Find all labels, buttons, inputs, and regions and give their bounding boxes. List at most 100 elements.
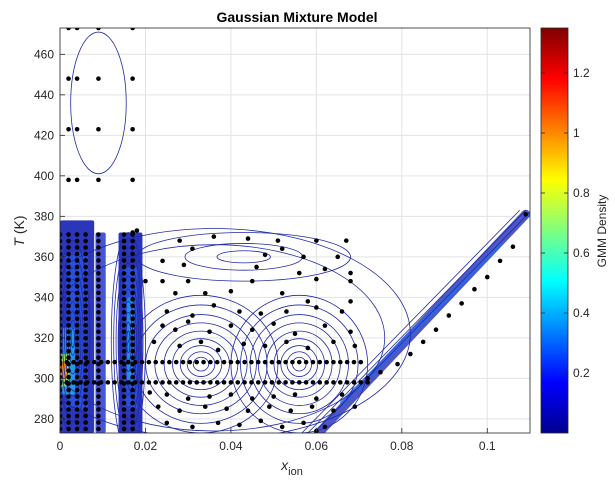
data-point xyxy=(83,297,88,302)
data-point xyxy=(66,348,71,354)
data-point xyxy=(262,343,268,349)
data-point xyxy=(74,297,80,302)
data-point xyxy=(146,380,152,385)
data-point xyxy=(83,335,88,341)
data-point xyxy=(352,343,358,349)
x-tick-label: 0.08 xyxy=(390,439,414,453)
data-point xyxy=(121,251,127,257)
data-point xyxy=(348,278,353,284)
data-point xyxy=(83,322,88,328)
data-point xyxy=(71,359,76,365)
data-point xyxy=(292,392,298,397)
data-point xyxy=(83,238,88,244)
contour-line xyxy=(301,209,521,433)
data-point xyxy=(173,380,179,385)
data-point xyxy=(74,126,80,132)
data-point xyxy=(269,359,275,365)
data-point xyxy=(130,335,135,341)
data-point xyxy=(146,359,152,365)
data-point xyxy=(66,271,71,276)
data-point xyxy=(91,380,97,385)
data-point xyxy=(303,359,309,365)
data-point xyxy=(96,329,101,335)
data-point xyxy=(96,245,101,250)
colorbar-ticks: 0.2 0.4 0.6 0.8 1 1.2 xyxy=(541,66,590,380)
data-point xyxy=(185,278,191,284)
contour-line xyxy=(126,330,131,354)
data-points xyxy=(60,28,529,433)
data-point xyxy=(351,359,357,365)
data-point xyxy=(130,126,135,132)
data-point xyxy=(74,322,80,328)
data-point xyxy=(96,400,101,406)
contour-line xyxy=(70,327,75,348)
data-point xyxy=(279,424,285,430)
data-point xyxy=(309,404,315,409)
data-point xyxy=(60,407,63,412)
data-point xyxy=(66,368,71,373)
data-point xyxy=(130,407,135,412)
colorbar-tick-label: 1.2 xyxy=(573,66,590,80)
data-point xyxy=(420,339,426,345)
data-point xyxy=(202,404,208,409)
y-tick-label: 280 xyxy=(34,412,54,426)
data-point xyxy=(66,426,71,432)
data-point xyxy=(187,380,193,385)
data-point xyxy=(66,258,71,263)
data-point xyxy=(241,341,247,347)
data-point xyxy=(105,380,111,385)
x-tick-label: 0.1 xyxy=(479,439,496,453)
contour-line xyxy=(110,232,146,433)
data-point xyxy=(344,380,350,385)
y-axis-ticks: 280 300 320 340 360 380 400 420 440 460 xyxy=(34,47,65,426)
data-point xyxy=(322,266,328,272)
data-point xyxy=(228,380,234,385)
data-point xyxy=(198,339,204,345)
data-point xyxy=(221,380,227,385)
data-point xyxy=(74,400,80,406)
data-point xyxy=(322,424,328,430)
data-point xyxy=(60,381,63,386)
data-point xyxy=(66,277,71,283)
data-point xyxy=(296,380,302,385)
data-point xyxy=(96,361,101,367)
data-point xyxy=(121,297,127,302)
data-point xyxy=(96,238,101,244)
data-point xyxy=(60,245,63,250)
contour-line xyxy=(60,240,91,433)
data-point xyxy=(249,380,254,385)
y-tick-label: 380 xyxy=(34,209,54,223)
data-point xyxy=(74,316,80,322)
data-point xyxy=(96,316,101,322)
data-point xyxy=(324,359,329,365)
data-point xyxy=(121,290,127,296)
data-point xyxy=(258,311,264,316)
data-point xyxy=(96,177,101,183)
data-point xyxy=(337,380,343,385)
data-point xyxy=(267,404,272,409)
x-axis-label: xion xyxy=(280,457,303,478)
data-point xyxy=(66,316,71,322)
data-point xyxy=(130,177,135,183)
data-point xyxy=(284,339,289,345)
contour-line xyxy=(216,250,271,264)
data-point xyxy=(130,245,135,250)
data-point xyxy=(74,310,80,315)
contour-line xyxy=(313,211,530,433)
data-point xyxy=(83,232,88,237)
data-point xyxy=(121,258,127,263)
data-point xyxy=(139,359,145,365)
x-tick-label: 0.02 xyxy=(134,439,158,453)
contour-line xyxy=(266,330,333,398)
data-point xyxy=(271,394,276,399)
data-point xyxy=(66,264,71,270)
contour-line xyxy=(172,338,230,391)
data-point xyxy=(194,359,200,365)
data-point xyxy=(121,387,127,393)
data-point xyxy=(74,28,80,31)
data-point xyxy=(121,316,127,322)
data-point xyxy=(130,329,135,335)
data-point xyxy=(335,254,341,260)
data-point xyxy=(211,303,217,308)
